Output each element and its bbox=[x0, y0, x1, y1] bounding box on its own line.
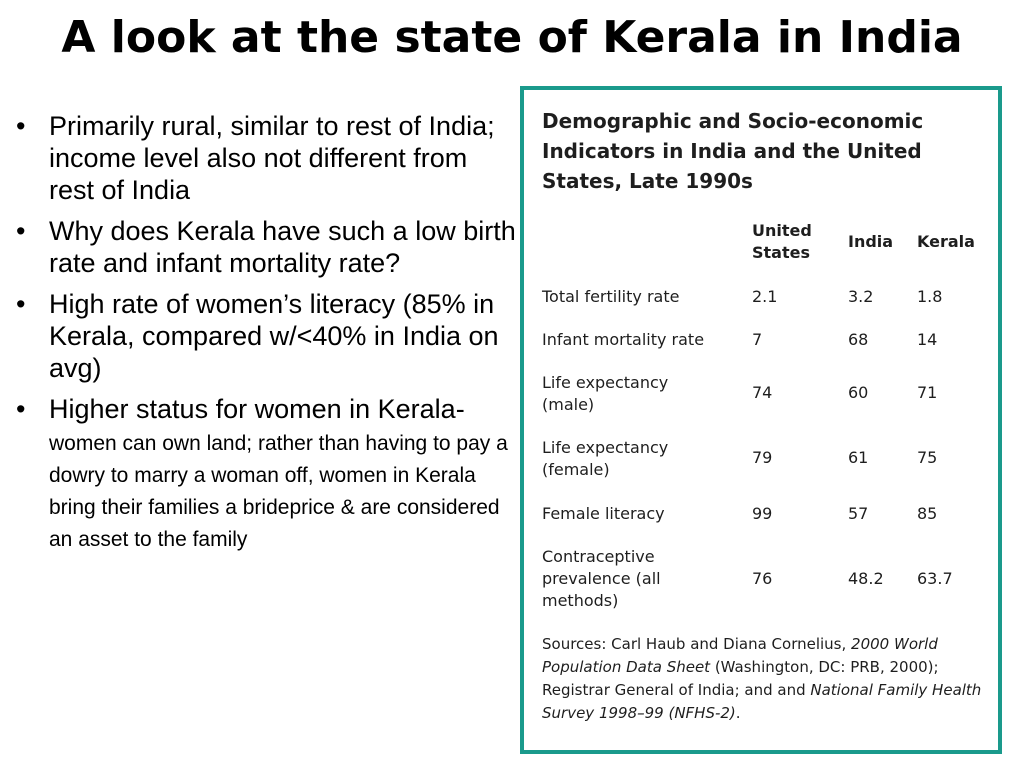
bullet-icon: • bbox=[16, 216, 26, 246]
cell-value: 71 bbox=[917, 383, 938, 402]
column-header-india: India bbox=[848, 232, 894, 251]
cell-value: 2.1 bbox=[752, 287, 778, 306]
cell-value: 14 bbox=[917, 330, 938, 349]
bullet-list: • Primarily rural, similar to rest of In… bbox=[16, 110, 516, 562]
sources-publication-title: 2000 World Population Data Sheet bbox=[542, 635, 938, 676]
cell-value: 75 bbox=[917, 448, 938, 467]
cell-value: 60 bbox=[848, 383, 869, 402]
cell-value: 63.7 bbox=[917, 569, 953, 588]
bullet-item: • Why does Kerala have such a low birth … bbox=[16, 215, 516, 279]
cell-value: 76 bbox=[752, 569, 773, 588]
table-title: Demographic and Socio-economic Indicator… bbox=[542, 109, 924, 193]
column-header-united-states: United States bbox=[752, 221, 812, 262]
cell-value: 61 bbox=[848, 448, 869, 467]
table-sources: Sources: Carl Haub and Diana Cornelius, … bbox=[542, 633, 990, 725]
row-label: Total fertility rate bbox=[542, 287, 680, 306]
cell-value: 79 bbox=[752, 448, 773, 467]
cell-value: 7 bbox=[752, 330, 763, 349]
row-label: Life expectancy (female) bbox=[542, 438, 669, 479]
bullet-text: Higher status for women in Kerala- bbox=[49, 394, 465, 424]
cell-value: 74 bbox=[752, 383, 773, 402]
cell-value: 1.8 bbox=[917, 287, 943, 306]
slide-title: A look at the state of Kerala in India bbox=[61, 12, 963, 63]
column-header-kerala: Kerala bbox=[917, 232, 975, 251]
bullet-item: • Primarily rural, similar to rest of In… bbox=[16, 110, 516, 206]
cell-value: 3.2 bbox=[848, 287, 874, 306]
row-label: Life expectancy (male) bbox=[542, 373, 669, 414]
cell-value: 48.2 bbox=[848, 569, 884, 588]
cell-value: 57 bbox=[848, 504, 869, 523]
bullet-item: • Higher status for women in Kerala- wom… bbox=[16, 393, 516, 553]
bullet-text: High rate of women’s literacy (85% in Ke… bbox=[49, 289, 499, 383]
row-label: Infant mortality rate bbox=[542, 330, 705, 349]
sources-text: Sources: Carl Haub and Diana Cornelius, bbox=[542, 635, 852, 653]
bullet-icon: • bbox=[16, 394, 26, 424]
bullet-icon: • bbox=[16, 111, 26, 141]
sources-text: . bbox=[735, 704, 741, 722]
sources-text: (Washington, DC: PRB, 2000); Registrar G… bbox=[542, 658, 939, 699]
sources-publication-title: National Family Health Survey 1998–99 (N… bbox=[542, 681, 982, 722]
bullet-text: Primarily rural, similar to rest of Indi… bbox=[49, 111, 495, 205]
row-label: Contraceptive prevalence (all methods) bbox=[542, 547, 661, 610]
bullet-text: Why does Kerala have such a low birth ra… bbox=[49, 216, 516, 278]
cell-value: 85 bbox=[917, 504, 938, 523]
row-label: Female literacy bbox=[542, 504, 665, 523]
bullet-detail-text: women can own land; rather than having t… bbox=[49, 432, 508, 551]
bullet-item: • High rate of women’s literacy (85% in … bbox=[16, 288, 516, 384]
bullet-icon: • bbox=[16, 289, 26, 319]
indicator-table-figure: Demographic and Socio-economic Indicator… bbox=[520, 86, 1002, 754]
cell-value: 99 bbox=[752, 504, 773, 523]
cell-value: 68 bbox=[848, 330, 869, 349]
